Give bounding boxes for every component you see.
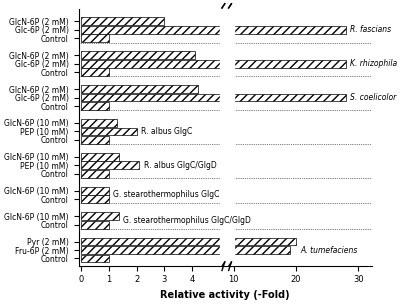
Bar xyxy=(81,153,119,161)
Bar xyxy=(81,18,164,25)
Bar xyxy=(81,187,109,195)
Bar xyxy=(81,94,346,102)
Bar xyxy=(81,195,109,203)
Text: R. albus GlgC/GlgD: R. albus GlgC/GlgD xyxy=(144,161,216,170)
Bar xyxy=(81,170,109,178)
Bar xyxy=(81,60,346,67)
Bar xyxy=(81,128,137,135)
Bar xyxy=(81,221,109,229)
Bar xyxy=(220,9,234,266)
Text: G. stearothermophilus GlgC/GlgD: G. stearothermophilus GlgC/GlgD xyxy=(123,216,251,225)
Bar xyxy=(81,119,117,127)
Text: K. rhizophila: K. rhizophila xyxy=(350,59,397,68)
Bar xyxy=(81,238,296,245)
Bar xyxy=(81,212,119,220)
Text: G. stearothermophilus GlgC: G. stearothermophilus GlgC xyxy=(113,191,220,199)
Bar xyxy=(81,85,198,93)
Bar xyxy=(81,68,109,76)
Text: A. tumefaciens: A. tumefaciens xyxy=(300,246,358,254)
Bar xyxy=(81,102,109,110)
Bar xyxy=(81,136,109,144)
Bar xyxy=(81,34,109,42)
Bar xyxy=(81,161,140,169)
Bar xyxy=(81,51,195,59)
Text: R. albus GlgC: R. albus GlgC xyxy=(141,127,192,136)
Bar xyxy=(81,246,290,254)
Text: S. coelicolor: S. coelicolor xyxy=(350,93,396,102)
Bar xyxy=(81,26,346,34)
Text: R. fascians: R. fascians xyxy=(350,25,391,34)
Bar xyxy=(81,255,109,262)
X-axis label: Relative activity (-Fold): Relative activity (-Fold) xyxy=(160,290,290,300)
